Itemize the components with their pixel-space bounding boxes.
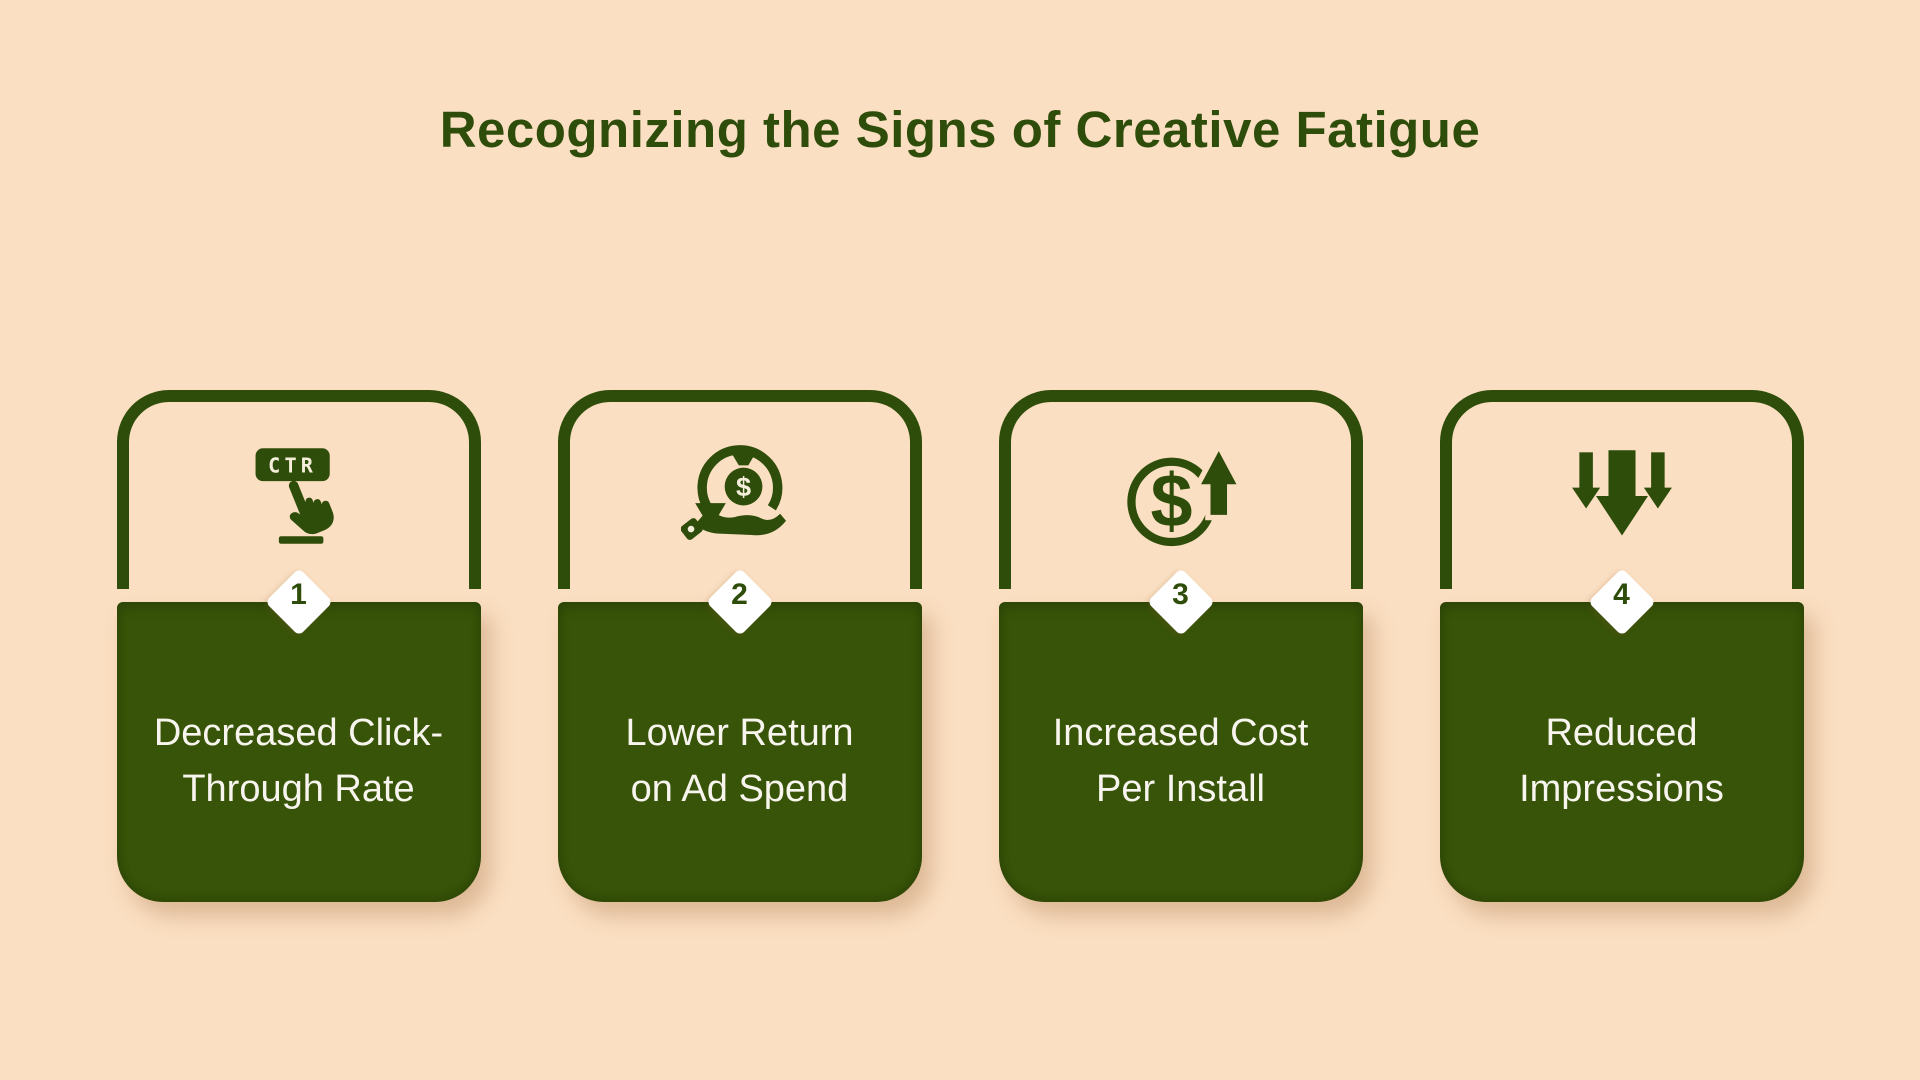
card-label: Lower Return on Ad Spend [625, 712, 854, 810]
card-icon-panel: CTR [116, 390, 481, 589]
card-icon-panel: $ [998, 390, 1363, 589]
cards-row: CTR 1 Decreased Click- Through Rate $ [0, 390, 1920, 902]
card-label: Decreased Click- Through Rate [153, 712, 444, 810]
step-number-badge: 1 [265, 568, 333, 636]
card-icon-panel: $ [557, 390, 922, 589]
svg-text:$: $ [1150, 459, 1192, 543]
card-icon-panel [1439, 390, 1804, 589]
svg-text:$: $ [735, 471, 750, 502]
step-number: 2 [731, 578, 748, 611]
roas-hand-money-icon: $ [680, 444, 786, 540]
down-arrows-icon [1571, 449, 1672, 536]
card-decreased-ctr: CTR 1 Decreased Click- Through Rate [116, 390, 481, 902]
page-title: Recognizing the Signs of Creative Fatigu… [439, 101, 1481, 158]
step-number-badge: 3 [1147, 568, 1215, 636]
dollar-increase-icon: $ [1126, 439, 1240, 546]
step-number-badge: 4 [1588, 568, 1656, 636]
card-label: Increased Cost Per Install [1052, 712, 1309, 810]
card-body: 2 Lower Return on Ad Spend [557, 580, 922, 902]
card-reduced-impressions: 4 Reduced Impressions [1439, 390, 1804, 902]
card-label: Reduced Impressions [1519, 712, 1724, 810]
svg-text:CTR: CTR [268, 453, 317, 477]
step-number: 3 [1172, 578, 1189, 611]
step-number: 1 [290, 578, 307, 611]
card-lower-roas: $ 2 Lower Return on Ad Spend [557, 390, 922, 902]
ctr-click-icon: CTR [255, 447, 334, 544]
step-number-badge: 2 [706, 568, 774, 636]
card-body: 3 Increased Cost Per Install [998, 580, 1363, 902]
card-increased-cpi: $ 3 Increased Cost Per Install [998, 390, 1363, 902]
card-body: 1 Decreased Click- Through Rate [116, 580, 481, 902]
step-number: 4 [1613, 578, 1630, 611]
card-body: 4 Reduced Impressions [1439, 580, 1804, 902]
